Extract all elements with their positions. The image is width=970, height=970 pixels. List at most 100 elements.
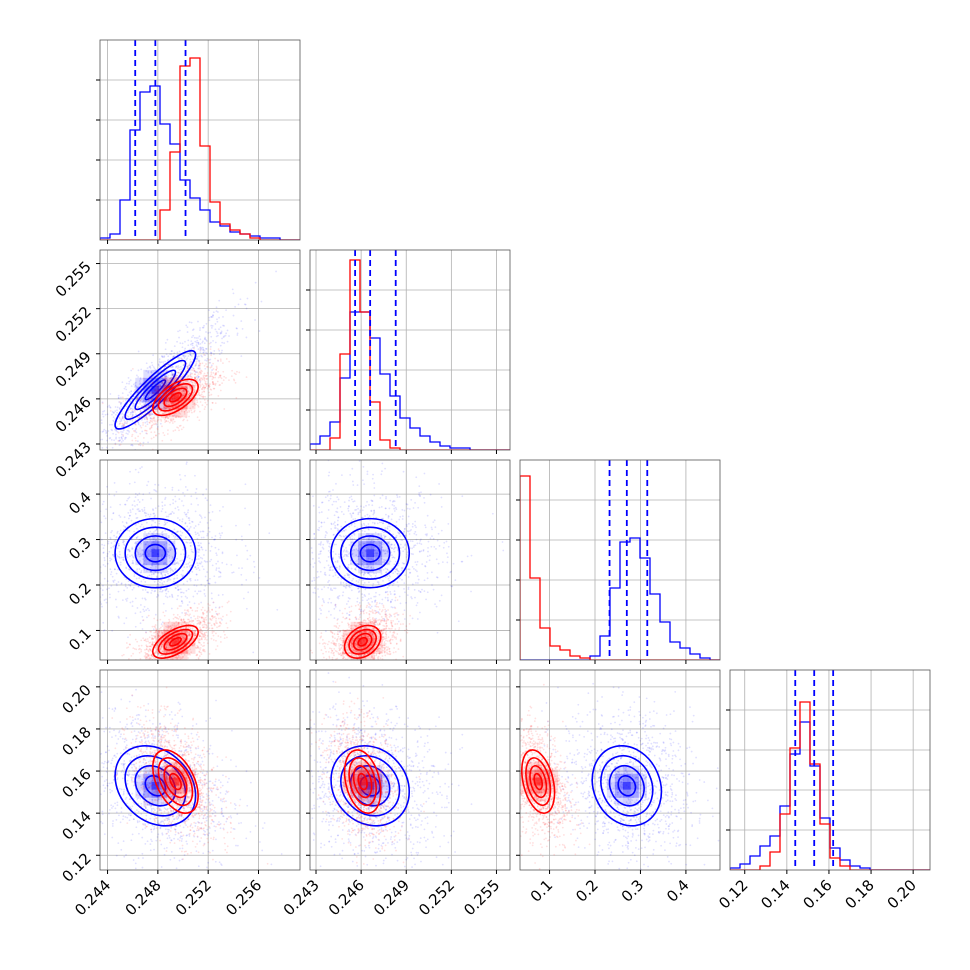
- scatter-point: [129, 419, 132, 422]
- scatter-point: [151, 672, 153, 674]
- scatter-point: [172, 418, 174, 420]
- scatter-point: [110, 428, 113, 431]
- scatter-point: [197, 503, 199, 506]
- scatter-point: [186, 597, 189, 599]
- scatter-point: [190, 381, 193, 383]
- scatter-point: [150, 414, 152, 416]
- scatter-point: [192, 619, 195, 622]
- scatter-point: [140, 648, 143, 651]
- scatter-point: [167, 572, 169, 575]
- scatter-point: [88, 441, 90, 443]
- scatter-point: [86, 569, 88, 571]
- scatter-point: [204, 575, 207, 578]
- scatter-point: [140, 368, 143, 371]
- scatter-point: [194, 590, 197, 593]
- scatter-point: [134, 439, 137, 442]
- scatter-point: [201, 404, 204, 407]
- scatter-point: [153, 641, 156, 644]
- scatter-point: [203, 376, 206, 379]
- scatter-point: [217, 594, 220, 597]
- scatter-point: [201, 346, 203, 349]
- scatter-point: [197, 548, 199, 551]
- scatter-point: [152, 436, 155, 439]
- scatter-point: [142, 526, 145, 529]
- scatter-point: [158, 358, 161, 361]
- scatter-point: [190, 607, 193, 610]
- scatter-point: [204, 367, 207, 370]
- scatter-point: [348, 584, 351, 587]
- scatter-point: [123, 544, 126, 547]
- scatter-point: [205, 627, 208, 629]
- scatter-point: [132, 414, 134, 417]
- scatter-point: [213, 575, 216, 578]
- scatter-point: [168, 543, 171, 546]
- scatter-point: [203, 644, 206, 647]
- scatter-point: [77, 434, 79, 436]
- density-cell-red: [179, 409, 188, 418]
- scatter-point: [60, 491, 62, 493]
- scatter-point: [150, 398, 153, 400]
- scatter-point: [197, 393, 200, 396]
- scatter-point: [122, 543, 125, 546]
- scatter-point: [118, 440, 121, 442]
- scatter-point: [179, 424, 182, 427]
- scatter-point: [222, 506, 224, 508]
- scatter-point: [150, 570, 153, 573]
- scatter-point: [121, 599, 124, 602]
- scatter-point: [149, 375, 152, 378]
- scatter-point: [184, 355, 187, 357]
- scatter-point: [185, 513, 188, 516]
- scatter-point: [185, 387, 188, 390]
- scatter-point: [199, 373, 202, 375]
- scatter-point: [193, 384, 196, 387]
- scatter-point: [189, 526, 192, 528]
- scatter-point: [129, 400, 132, 403]
- scatter-point: [138, 644, 140, 647]
- scatter-point: [191, 520, 193, 523]
- scatter-point: [196, 377, 199, 380]
- scatter-point: [202, 378, 205, 380]
- scatter-point: [187, 391, 190, 393]
- scatter-point: [198, 371, 201, 373]
- scatter-point: [188, 380, 191, 383]
- scatter-point: [147, 513, 150, 516]
- scatter-point: [345, 584, 348, 587]
- scatter-point: [193, 382, 196, 384]
- scatter-point: [237, 303, 240, 306]
- scatter-point: [145, 648, 148, 651]
- scatter-point: [218, 567, 220, 570]
- scatter-point: [179, 413, 182, 415]
- scatter-point: [139, 467, 142, 470]
- scatter-point: [119, 563, 122, 566]
- scatter-point: [108, 451, 110, 453]
- scatter-point: [179, 676, 181, 678]
- scatter-point: [183, 411, 186, 413]
- scatter-point: [147, 407, 150, 410]
- scatter-point: [147, 413, 150, 416]
- scatter-point: [170, 389, 173, 392]
- scatter-point: [145, 534, 148, 537]
- scatter-point: [144, 383, 146, 386]
- scatter-point: [198, 641, 200, 644]
- scatter-point: [128, 550, 131, 553]
- scatter-point: [134, 676, 136, 678]
- scatter-point: [87, 537, 89, 539]
- scatter-point: [130, 582, 133, 585]
- scatter-point: [159, 383, 162, 385]
- scatter-point: [199, 384, 202, 387]
- scatter-point: [218, 612, 220, 615]
- scatter-point: [131, 411, 134, 414]
- scatter-point: [209, 577, 211, 580]
- scatter-point: [127, 512, 130, 514]
- scatter-point: [208, 604, 211, 607]
- scatter-point: [215, 365, 218, 368]
- scatter-point: [203, 338, 206, 340]
- scatter-point: [175, 562, 178, 565]
- scatter-point: [155, 378, 157, 380]
- scatter-point: [189, 606, 192, 609]
- scatter-point: [425, 561, 428, 563]
- density-cell-red: [171, 377, 180, 386]
- scatter-point: [120, 582, 123, 585]
- scatter-point: [152, 533, 155, 535]
- scatter-point: [185, 463, 188, 465]
